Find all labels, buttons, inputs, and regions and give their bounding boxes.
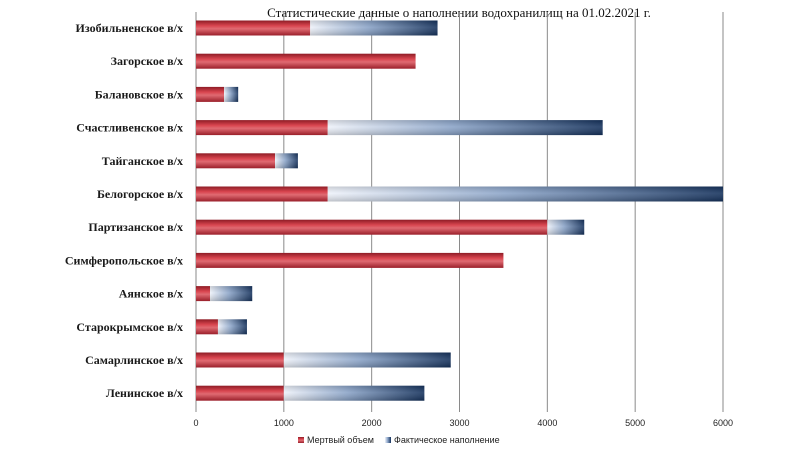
- bar-shade-балановское-в-х: [224, 86, 239, 102]
- bar-dead-volume-балановское-в-х: [196, 86, 225, 102]
- category-label-загорское-в-х: Загорское в/х: [111, 54, 183, 68]
- bar-shade-ленинское-в-х: [283, 385, 425, 401]
- x-tick-label-1000: 1000: [274, 418, 294, 428]
- x-tick-label-4000: 4000: [537, 418, 557, 428]
- corner-mark: ,: [45, 444, 48, 450]
- bar-dead-volume-старокрымское-в-х: [196, 319, 218, 335]
- category-label-счастливенское-в-х: Счастливенское в/х: [76, 121, 183, 135]
- bar-dead-volume-счастливенское-в-х: [196, 120, 328, 136]
- bar-shade-тайганское-в-х: [275, 153, 298, 169]
- bar-shade-самарлинское-в-х: [283, 352, 451, 368]
- category-label-симферопольское-в-х: Симферопольское в/х: [65, 253, 183, 267]
- bar-shade-старокрымское-в-х: [217, 319, 247, 335]
- x-tick-label-5000: 5000: [625, 418, 645, 428]
- bar-dead-volume-самарлинское-в-х: [196, 352, 284, 368]
- legend-label-actual-fill: Фактическое наполнение: [394, 435, 500, 445]
- bar-dead-volume-белогорское-в-х: [196, 186, 328, 202]
- category-label-самарлинское-в-х: Самарлинское в/х: [85, 353, 183, 367]
- bar-shade-партизанское-в-х: [547, 219, 585, 235]
- bars: [196, 20, 723, 401]
- category-label-тайганское-в-х: Тайганское в/х: [102, 154, 183, 168]
- category-label-ленинское-в-х: Ленинское в/х: [106, 386, 183, 400]
- bar-dead-volume-тайганское-в-х: [196, 153, 276, 169]
- legend-label-dead-volume: Мертвый объем: [307, 435, 374, 445]
- legend: Мертвый объем Фактическое наполнение: [298, 435, 500, 445]
- category-label-белогорское-в-х: Белогорское в/х: [97, 187, 183, 201]
- category-labels: Изобильненское в/х Загорское в/х Балановск…: [65, 21, 183, 400]
- bar-dead-volume-изобильненское-в-х: [196, 20, 311, 36]
- category-label-изобильненское-в-х: Изобильненское в/х: [76, 21, 183, 35]
- bar-dead-volume-партизанское-в-х: [196, 219, 548, 235]
- category-label-партизанское-в-х: Партизанское в/х: [88, 220, 183, 234]
- category-label-аянское-в-х: Аянское в/х: [119, 287, 183, 301]
- legend-swatch-dead-volume: [298, 437, 304, 443]
- grid: [195, 12, 724, 412]
- category-label-старокрымское-в-х: Старокрымское в/х: [76, 320, 183, 334]
- bar-shade-аянское-в-х: [210, 286, 253, 302]
- bar-dead-volume-ленинское-в-х: [196, 385, 284, 401]
- x-tick-label-3000: 3000: [449, 418, 469, 428]
- category-label-балановское-в-х: Балановское в/х: [95, 87, 183, 101]
- x-axis-ticks: 0 1000 2000 3000 4000 5000 6000: [193, 418, 733, 428]
- bar-dead-volume-загорское-в-х: [196, 53, 416, 69]
- bar-dead-volume-аянское-в-х: [196, 286, 211, 302]
- legend-swatch-actual-fill: [385, 437, 391, 443]
- bar-shade-счастливенское-в-х: [327, 120, 603, 136]
- bar-dead-volume-симферопольское-в-х: [196, 252, 504, 268]
- x-tick-label-6000: 6000: [713, 418, 733, 428]
- x-tick-label-2000: 2000: [362, 418, 382, 428]
- x-tick-label-0: 0: [193, 418, 198, 428]
- bar-shade-изобильненское-в-х: [310, 20, 438, 36]
- bar-shade-белогорское-в-х: [327, 186, 723, 202]
